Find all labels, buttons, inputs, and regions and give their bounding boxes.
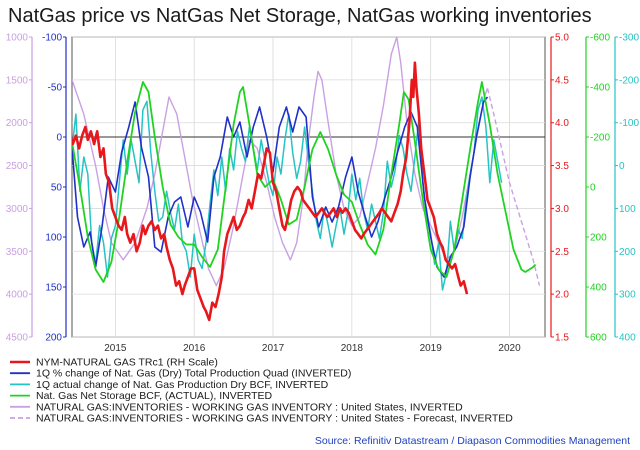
- inv-tick-label: 3500: [6, 247, 29, 258]
- legend-entry-4: NATURAL GAS:INVENTORIES - WORKING GAS IN…: [36, 401, 463, 413]
- series-line-3: [72, 81, 537, 283]
- storage-tick-label: 0: [590, 183, 596, 194]
- x-tick-label: 2019: [420, 343, 443, 354]
- x-tick-label: 2015: [104, 343, 127, 354]
- x-tick-label: 2016: [183, 343, 206, 354]
- storage-tick-label: 400: [590, 283, 607, 294]
- inv-tick-label: 1500: [6, 75, 29, 86]
- inv-tick-label: 2500: [6, 161, 29, 172]
- price-tick-label: 5.0: [555, 33, 569, 44]
- legend: NYM-NATURAL GAS TRc1 (RH Scale)1Q % chan…: [10, 357, 513, 425]
- bcf-tick-label: -100: [619, 118, 639, 129]
- price-tick-label: 4.0: [555, 118, 569, 129]
- bcf-tick-label: -200: [619, 75, 639, 86]
- series-line-1: [72, 96, 489, 278]
- price-tick-label: 1.5: [555, 333, 569, 344]
- pct-tick-label: 0: [56, 133, 62, 144]
- price-tick-label: 3.0: [555, 204, 569, 215]
- price-tick-label: 4.5: [555, 75, 569, 86]
- x-tick-label: 2020: [498, 343, 521, 354]
- bcf-tick-label: 400: [619, 333, 636, 344]
- storage-tick-label: -200: [590, 133, 610, 144]
- storage-tick-label: 200: [590, 233, 607, 244]
- legend-entry-5: NATURAL GAS:INVENTORIES - WORKING GAS IN…: [36, 413, 513, 425]
- pct-tick-label: -100: [42, 33, 62, 44]
- bcf-tick-label: -300: [619, 33, 639, 44]
- price-tick-label: 2.0: [555, 290, 569, 301]
- series-layer: [72, 37, 541, 322]
- series-line-0: [72, 61, 469, 322]
- pct-tick-label: 200: [45, 333, 62, 344]
- storage-tick-label: -600: [590, 33, 610, 44]
- inv-tick-label: 4000: [6, 290, 29, 301]
- bcf-tick-label: 100: [619, 204, 636, 215]
- source-note: Source: Refinitiv Datastream / Diapason …: [315, 435, 630, 447]
- series-line-5: [486, 88, 541, 286]
- pct-tick-label: 100: [45, 233, 62, 244]
- storage-tick-label: -400: [590, 83, 610, 94]
- legend-entry-2: 1Q actual change of Nat. Gas Production …: [36, 379, 329, 391]
- storage-tick-label: 600: [590, 333, 607, 344]
- bcf-tick-label: 0: [619, 161, 625, 172]
- pct-tick-label: 150: [45, 283, 62, 294]
- inv-tick-label: 3000: [6, 204, 29, 215]
- inv-tick-label: 1000: [6, 33, 29, 44]
- chart-title: NatGas price vs NatGas Net Storage, NatG…: [8, 5, 592, 27]
- price-tick-label: 2.5: [555, 247, 569, 258]
- bcf-tick-label: 300: [619, 290, 636, 301]
- price-tick-label: 3.5: [555, 161, 569, 172]
- x-tick-label: 2018: [341, 343, 364, 354]
- pct-tick-label: -50: [48, 83, 63, 94]
- bcf-tick-label: 200: [619, 247, 636, 258]
- legend-entry-3: Nat. Gas Net Storage BCF, (ACTUAL), INVE…: [36, 390, 273, 402]
- inv-tick-label: 4500: [6, 333, 29, 344]
- legend-entry-1: 1Q % change of Nat. Gas (Dry) Total Prod…: [36, 368, 351, 380]
- inv-tick-label: 2000: [6, 118, 29, 129]
- pct-tick-label: 50: [51, 183, 63, 194]
- legend-entry-0: NYM-NATURAL GAS TRc1 (RH Scale): [36, 357, 218, 369]
- x-tick-label: 2017: [262, 343, 285, 354]
